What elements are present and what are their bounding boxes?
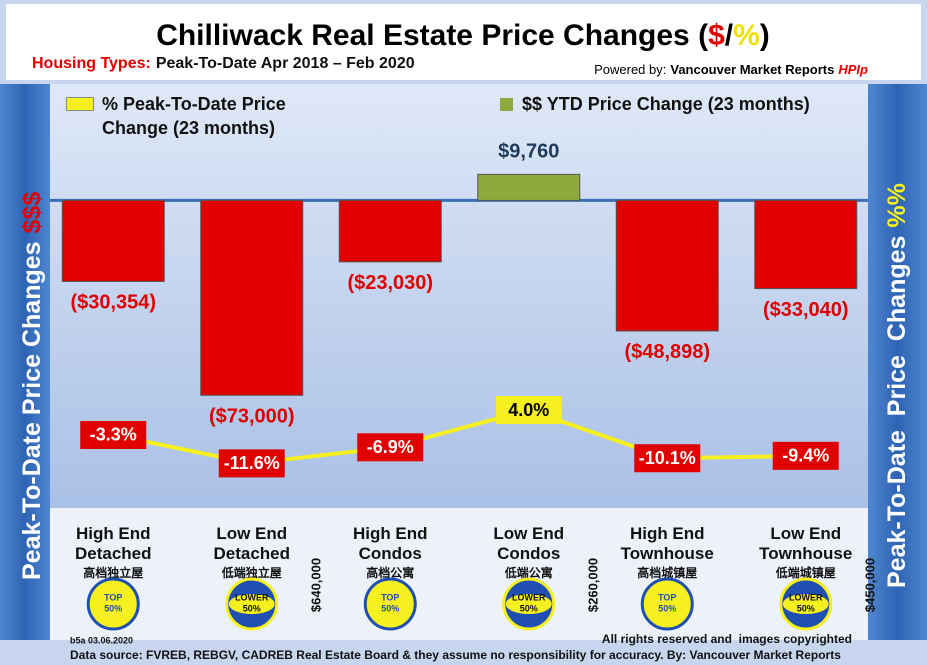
title-symbol: $ [708,19,725,52]
line-value-label: -10.1% [639,448,696,468]
line-label-box [634,444,701,473]
threshold-label: $640,000 [308,558,323,612]
badge-share: 50% [381,603,399,613]
badge-share: 50% [797,603,815,613]
source: Data source: FVREB, REBGV, CADREB Real E… [70,648,841,662]
legend-item: % Peak-To-Date Price Change (23 months) [66,92,316,140]
badge-label: LOWER [789,592,823,602]
bar [477,173,581,201]
line-label-box [218,449,285,478]
legend-label: % Peak-To-Date Price Change (23 months) [102,94,286,138]
badge-share: 50% [104,603,122,613]
badge-label: TOP [381,592,399,602]
badge [640,577,694,631]
badge-label: LOWER [512,592,546,602]
category-subtitle: 高档独立屋 [83,565,143,580]
x-tick-label: Low End Detached [213,524,291,563]
badge-label: TOP [658,592,676,602]
bar-value-label: $9,760 [498,141,559,163]
line-value-label: -11.6% [224,453,280,473]
line-label-box [772,441,839,470]
bar [338,199,442,263]
plot-bg [50,84,868,508]
title-text: / [725,19,734,52]
x-tick-label: High End Condos [352,524,428,563]
legend-item: $$ YTD Price Change (23 months) [500,92,860,116]
threshold-label: $450,000 [862,558,877,612]
badge-label: TOP [104,592,122,602]
line-value-label: -9.4% [782,446,829,466]
powered-by: Powered by: Vancouver Market Reports HPIp [594,62,868,77]
line-value-label: -6.9% [367,437,414,457]
title-text: Chilliwack Real Estate Price Changes ( [156,19,708,52]
bar-value-label: ($33,040) [763,299,849,321]
badge-share: 50% [243,603,261,613]
axis-title-symbol: %% [883,183,911,227]
bar [754,199,858,290]
left-axis-title: Peak-To-Date Price Changes $$$ [18,192,46,580]
bar [200,199,304,396]
right-axis-title: Peak-To-Date Price Changes%% [883,183,911,588]
category-subtitle: 高档公寓 [366,565,414,580]
title-symbol: % [733,19,760,52]
subtitle: Housing Types: Peak-To-Date Apr 2018 – Fe… [32,55,415,72]
badge [363,577,417,631]
bar-value-label: ($48,898) [624,341,710,363]
line-label-box [357,433,424,462]
badge-label: LOWER [235,592,269,602]
bar-value-label: ($30,354) [70,292,156,314]
badge-band [782,594,829,614]
rights: All rights reserved and images copyright… [602,632,852,646]
axis-title-text: Peak-To-Date Price Changes [883,236,911,588]
badge-band [505,594,552,614]
badge-share: 50% [658,603,676,613]
subtitle-label: Housing Types: [32,55,151,72]
powered-brand: HPIp [838,62,868,77]
right-band [868,84,927,640]
threshold-label: $260,000 [585,558,600,612]
axis-title-symbol: $$$ [18,192,46,234]
category-subtitle: 低端公寓 [504,565,553,580]
badge-band [228,594,275,614]
bar-value-label: ($23,030) [347,272,433,294]
x-tick-label: Low End Townhouse [759,524,853,563]
legend-label: $$ YTD Price Change (23 months) [522,94,810,114]
footer-code: b5a 03.06.2020 [70,635,133,645]
legend-swatch [66,97,94,111]
x-tick-label: High End Townhouse [620,524,714,563]
title-text: ) [760,19,770,52]
bar-value-label: ($73,000) [209,406,295,428]
bar [61,199,165,282]
subtitle-text: Peak-To-Date Apr 2018 – Feb 2020 [156,55,415,72]
left-band [0,84,50,640]
legend-swatch [500,98,513,111]
label-bg [50,508,868,640]
x-tick-label: High End Detached [74,524,152,563]
bar [615,199,719,332]
axis-title-text: Peak-To-Date Price Changes [18,241,46,580]
powered-label: Powered by: [594,62,666,77]
x-tick-label: Low End Condos [493,524,565,563]
badge-share: 50% [520,603,538,613]
chart-title: Chilliwack Real Estate Price Changes ($/… [156,19,770,52]
line-value-label: 4.0% [508,400,549,420]
category-subtitle: 低端城镇屋 [775,565,836,580]
line-value-label: -3.3% [90,425,137,445]
powered-name: Vancouver Market Reports [670,62,834,77]
category-subtitle: 高档城镇屋 [637,565,697,580]
line-label-box [495,396,562,425]
header-bg [6,4,921,80]
line-label-box [80,420,147,449]
category-subtitle: 低端独立屋 [221,565,282,580]
badge [86,577,140,631]
